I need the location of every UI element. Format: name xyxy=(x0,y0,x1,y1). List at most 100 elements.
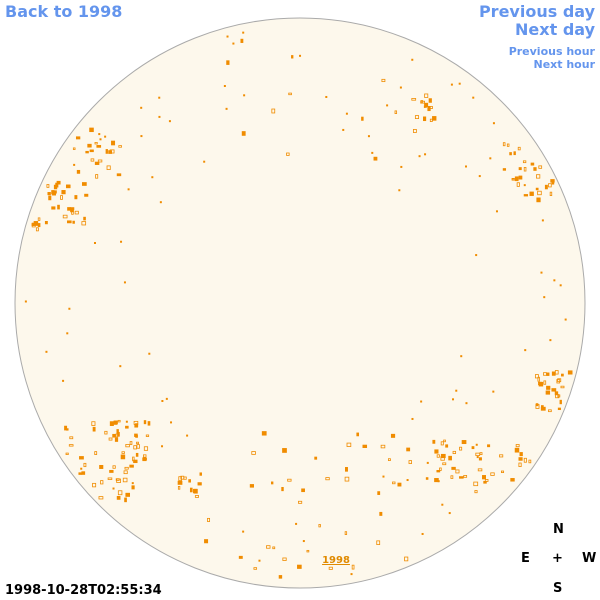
feature-mark xyxy=(477,468,483,472)
feature-mark xyxy=(121,451,125,454)
feature-mark xyxy=(135,452,139,457)
compass-east: E xyxy=(521,551,530,566)
feature-mark xyxy=(549,339,552,342)
feature-mark xyxy=(72,220,75,224)
feature-mark xyxy=(306,549,310,553)
compass-center: + xyxy=(552,551,563,566)
feature-mark xyxy=(44,220,48,225)
feature-mark xyxy=(72,147,76,150)
feature-mark xyxy=(79,456,84,460)
feature-mark xyxy=(199,472,202,476)
feature-mark xyxy=(523,457,527,463)
feature-mark xyxy=(483,480,487,484)
feature-mark xyxy=(441,503,444,506)
feature-mark xyxy=(559,284,562,287)
previous-day-link[interactable]: Previous day xyxy=(478,2,595,21)
feature-mark xyxy=(87,143,92,148)
feature-mark xyxy=(178,476,182,482)
feature-mark xyxy=(436,454,440,458)
feature-mark xyxy=(475,443,478,446)
feature-mark xyxy=(553,279,556,282)
feature-mark xyxy=(62,214,68,219)
feature-mark xyxy=(94,451,98,455)
feature-mark xyxy=(424,153,427,156)
feature-mark xyxy=(439,467,442,471)
feature-mark xyxy=(299,54,302,57)
feature-mark xyxy=(288,92,292,96)
feature-mark xyxy=(140,106,143,109)
feature-mark xyxy=(94,142,98,145)
feature-mark xyxy=(140,135,143,138)
feature-mark xyxy=(272,546,276,550)
back-link[interactable]: Back to 1998 xyxy=(5,2,123,21)
compass-south: S xyxy=(553,581,563,596)
feature-mark xyxy=(551,180,555,185)
feature-mark xyxy=(492,390,495,393)
feature-mark xyxy=(380,444,386,449)
feature-mark xyxy=(548,183,552,188)
feature-mark xyxy=(78,472,82,475)
disk-year-link[interactable]: 1998 xyxy=(322,555,350,566)
feature-mark xyxy=(51,190,55,195)
feature-mark xyxy=(367,135,370,138)
feature-mark xyxy=(261,431,267,436)
feature-mark xyxy=(117,490,123,496)
solar-disk xyxy=(14,17,586,589)
feature-mark xyxy=(124,466,129,470)
feature-mark xyxy=(536,197,541,203)
feature-mark xyxy=(37,217,41,221)
feature-mark xyxy=(129,441,133,445)
feature-mark xyxy=(502,142,506,147)
feature-mark xyxy=(411,417,414,420)
feature-mark xyxy=(420,100,425,104)
feature-mark xyxy=(158,115,161,118)
feature-mark xyxy=(561,373,564,377)
feature-mark xyxy=(106,165,111,170)
feature-marks xyxy=(24,31,573,579)
feature-mark xyxy=(523,194,529,197)
next-day-link[interactable]: Next day xyxy=(515,20,595,39)
feature-mark xyxy=(117,419,121,423)
feature-mark xyxy=(490,472,495,476)
previous-hour-link[interactable]: Previous hour xyxy=(508,45,595,58)
feature-mark xyxy=(460,355,463,358)
feature-mark xyxy=(177,486,181,490)
feature-mark xyxy=(524,349,527,352)
feature-mark xyxy=(564,318,567,321)
feature-mark xyxy=(143,420,147,425)
feature-mark xyxy=(451,466,456,470)
feature-mark xyxy=(567,370,573,375)
feature-mark xyxy=(134,433,138,437)
next-hour-link[interactable]: Next hour xyxy=(533,58,596,71)
feature-mark xyxy=(143,454,147,458)
feature-mark xyxy=(67,220,72,224)
feature-mark xyxy=(522,160,527,164)
feature-mark xyxy=(97,159,103,163)
feature-mark xyxy=(535,187,539,191)
feature-mark xyxy=(452,398,455,401)
feature-mark xyxy=(134,424,138,428)
feature-mark xyxy=(414,115,420,119)
disk-year-label[interactable]: 1998 xyxy=(322,555,350,566)
feature-mark xyxy=(84,193,89,197)
feature-mark xyxy=(344,531,348,535)
feature-mark xyxy=(530,162,535,166)
feature-mark xyxy=(80,467,83,470)
feature-mark xyxy=(170,421,173,424)
feature-mark xyxy=(298,500,303,504)
feature-mark xyxy=(537,190,542,196)
feature-mark xyxy=(533,167,537,171)
feature-mark xyxy=(519,452,523,457)
feature-mark xyxy=(266,545,271,549)
feature-mark xyxy=(406,479,409,482)
feature-mark xyxy=(119,365,122,368)
feature-mark xyxy=(94,161,100,165)
feature-mark xyxy=(99,464,104,469)
feature-mark xyxy=(386,104,389,107)
feature-mark xyxy=(516,182,520,187)
feature-mark xyxy=(450,475,454,479)
feature-mark xyxy=(95,174,99,179)
feature-mark xyxy=(515,444,520,448)
feature-mark xyxy=(81,221,87,226)
feature-mark xyxy=(35,227,39,232)
